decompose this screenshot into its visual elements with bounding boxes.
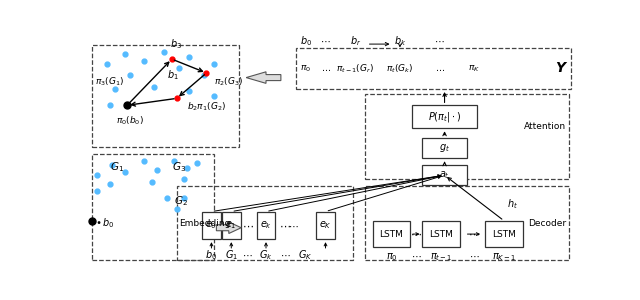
Bar	[202, 212, 221, 239]
Text: $\cdots$: $\cdots$	[242, 220, 253, 230]
Text: $G_2$: $G_2$	[174, 195, 188, 208]
Text: LSTM: LSTM	[429, 230, 453, 238]
Bar	[365, 186, 568, 260]
Text: $\cdots$: $\cdots$	[243, 250, 253, 260]
Bar	[412, 105, 477, 128]
Text: $b_r$: $b_r$	[349, 34, 361, 48]
Text: $P(\pi_t|\cdot)$: $P(\pi_t|\cdot)$	[428, 110, 461, 124]
Text: $b_0$: $b_0$	[205, 248, 218, 262]
Bar	[316, 212, 335, 239]
Text: $\cdots$: $\cdots$	[280, 250, 290, 260]
Text: $\cdots$: $\cdots$	[320, 36, 331, 46]
Text: $b_1$: $b_1$	[167, 68, 179, 82]
Text: LSTM: LSTM	[380, 230, 403, 238]
Text: $\pi_{t-1}(G_r)$: $\pi_{t-1}(G_r)$	[336, 62, 374, 75]
Text: $\pi_2(G_3)$: $\pi_2(G_3)$	[214, 76, 243, 88]
Text: $g_t$: $g_t$	[439, 142, 450, 154]
Text: $\pi_t(G_k)$: $\pi_t(G_k)$	[387, 62, 413, 75]
Text: $\pi_{t-1}$: $\pi_{t-1}$	[430, 251, 452, 263]
Text: $G_1$: $G_1$	[225, 248, 238, 262]
Text: $b_k$: $b_k$	[394, 34, 406, 48]
Text: $\cdots$: $\cdots$	[288, 220, 299, 230]
Text: $\pi_0(b_0)$: $\pi_0(b_0)$	[116, 115, 143, 127]
Text: $G_K$: $G_K$	[298, 248, 313, 262]
Text: $\pi_0$: $\pi_0$	[386, 251, 397, 263]
Text: $\cdots$: $\cdots$	[410, 229, 422, 239]
Polygon shape	[246, 72, 281, 83]
Text: $\pi_K$: $\pi_K$	[468, 63, 481, 74]
Text: $\cdots$: $\cdots$	[279, 220, 291, 230]
Text: $\cdots$: $\cdots$	[411, 251, 422, 261]
Text: $\cdots$: $\cdots$	[435, 64, 445, 73]
Text: $e_k$: $e_k$	[260, 220, 272, 231]
Bar	[422, 221, 460, 247]
Bar	[92, 45, 239, 147]
Bar	[486, 221, 523, 247]
Text: $a_t$: $a_t$	[439, 169, 450, 181]
Bar	[422, 165, 467, 185]
Bar	[257, 212, 275, 239]
Bar	[177, 186, 353, 260]
Text: LSTM: LSTM	[492, 230, 516, 238]
Text: $\cdots$: $\cdots$	[435, 36, 445, 46]
Text: $\pi_0$: $\pi_0$	[300, 63, 311, 74]
Bar	[92, 154, 214, 260]
Text: $e_1$: $e_1$	[225, 220, 237, 231]
Text: $G_3$: $G_3$	[172, 160, 186, 174]
Text: $\pi_{K-1}$: $\pi_{K-1}$	[492, 251, 516, 263]
Text: Embedding: Embedding	[179, 219, 230, 228]
Text: $b_2\pi_1(G_2)$: $b_2\pi_1(G_2)$	[187, 100, 226, 113]
Bar	[296, 47, 571, 89]
Text: $e_0$: $e_0$	[205, 220, 218, 231]
Polygon shape	[216, 222, 241, 233]
Text: $h_t$: $h_t$	[507, 197, 518, 211]
Text: Decoder: Decoder	[528, 219, 566, 228]
Text: $\cdots$: $\cdots$	[468, 229, 480, 239]
Text: $\bullet\,b_0$: $\bullet\,b_0$	[95, 217, 115, 230]
Text: $e_K$: $e_K$	[319, 220, 332, 231]
Text: $\boldsymbol{Y}$: $\boldsymbol{Y}$	[556, 61, 568, 75]
Text: $\pi_3(G_1)$: $\pi_3(G_1)$	[95, 76, 124, 88]
Text: $b_3$: $b_3$	[170, 37, 182, 51]
Bar	[222, 212, 241, 239]
Text: $b_0$: $b_0$	[300, 34, 312, 48]
Bar	[422, 138, 467, 158]
Text: $G_k$: $G_k$	[259, 248, 273, 262]
Text: $G_1$: $G_1$	[110, 160, 124, 174]
Text: $\cdots$: $\cdots$	[321, 64, 330, 73]
Bar	[373, 221, 410, 247]
Text: Attention: Attention	[524, 122, 566, 131]
Text: $\cdots$: $\cdots$	[469, 251, 479, 261]
Bar	[365, 94, 568, 179]
